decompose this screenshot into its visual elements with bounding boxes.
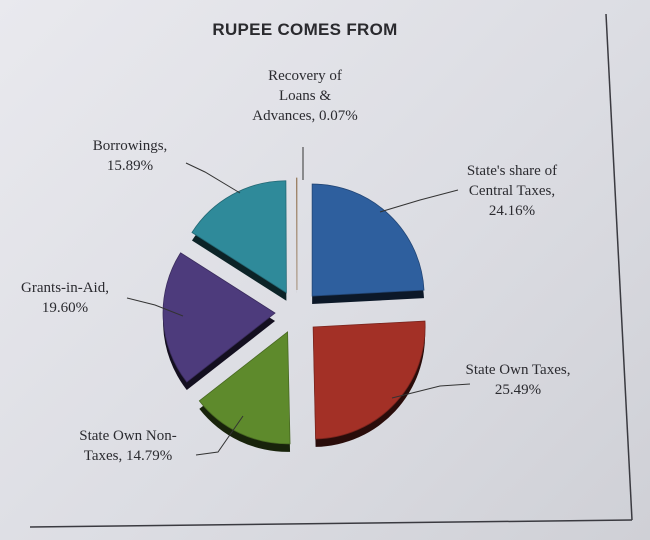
slice-label-state-own-taxes: State Own Taxes, 25.49%	[466, 362, 571, 398]
leader-line-grants-in-aid	[126, 297, 184, 317]
page-border-right	[605, 13, 633, 521]
leader-line-borrowings	[185, 162, 241, 194]
slice-label-recovery-of-loans: Recovery of Loans & Advances, 0.07%	[252, 68, 357, 124]
pie-slice-grants-in-aid	[162, 252, 276, 383]
slice-label-grants-in-aid: Grants-in-Aid, 19.60%	[21, 280, 109, 316]
leader-line-central-taxes	[379, 189, 459, 213]
pie-slice-central-taxes	[311, 183, 425, 297]
chart-title: RUPEE COMES FROM	[212, 20, 398, 39]
slice-label-borrowings: Borrowings, 15.89%	[93, 138, 168, 174]
leader-line-state-own-non-taxes	[195, 415, 244, 456]
page-border-bottom	[29, 519, 633, 528]
leader-line-state-own-taxes	[391, 383, 471, 399]
slice-label-central-taxes: State's share of Central Taxes, 24.16%	[467, 163, 557, 219]
slice-label-state-own-non-taxes: State Own Non-Taxes, 14.79%	[79, 428, 177, 464]
pie-slice-borrowings	[191, 180, 287, 294]
pie-slice-state-own-non-taxes	[198, 331, 291, 445]
pie-slice-state-own-taxes	[312, 320, 426, 440]
